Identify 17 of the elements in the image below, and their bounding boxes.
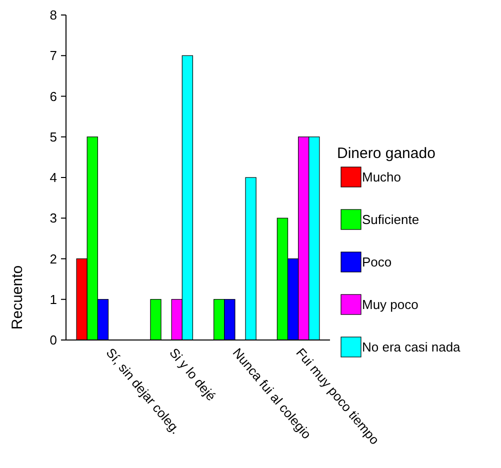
legend-title: Dinero ganado <box>337 145 436 162</box>
y-tick-label: 3 <box>50 210 57 226</box>
y-tick-label: 7 <box>50 48 57 64</box>
legend-label: Mucho <box>362 170 402 185</box>
y-axis-title: Recuento <box>9 265 26 330</box>
y-tick-label: 8 <box>50 8 57 23</box>
legend-label: Muy poco <box>362 297 418 312</box>
legend-label: No era casi nada <box>362 340 462 355</box>
legend-label: Poco <box>362 254 392 270</box>
y-tick-label: 6 <box>50 88 57 104</box>
y-tick-label: 2 <box>50 251 57 266</box>
y-tick-label: 5 <box>50 129 57 144</box>
x-tick-label: Si y lo dejé <box>166 345 219 404</box>
legend-label: Suficiente <box>362 212 420 228</box>
y-tick-label: 4 <box>50 170 57 186</box>
y-tick-label: 0 <box>50 332 57 348</box>
y-tick-label: 1 <box>50 292 57 307</box>
